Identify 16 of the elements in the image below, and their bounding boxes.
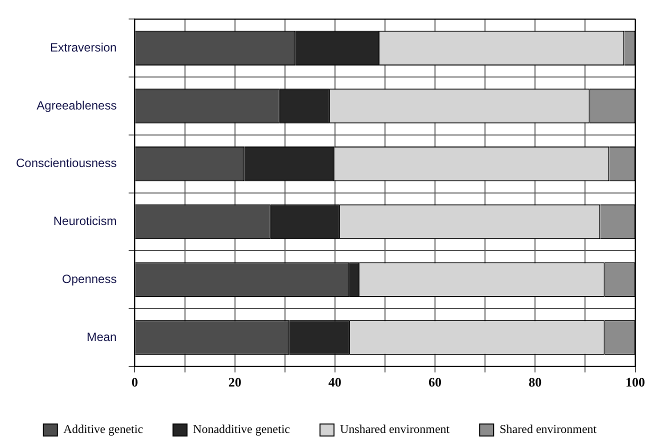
legend-label: Unshared environment (340, 422, 450, 436)
x-tick-label: 20 (228, 374, 242, 390)
y-tick-label: Openness (62, 272, 117, 286)
x-tick-label: 0 (131, 374, 138, 390)
x-tick-label: 60 (428, 374, 442, 390)
x-tick-label: 40 (328, 374, 342, 390)
legend-label: Shared environment (500, 422, 598, 436)
x-tick-label: 80 (528, 374, 542, 390)
x-tick-label: 100 (626, 374, 645, 390)
legend-label: Additive genetic (63, 422, 144, 436)
y-tick-label: Extraversion (50, 40, 117, 54)
legend-label: Nonadditive genetic (193, 422, 290, 436)
y-tick-label: Mean (86, 330, 117, 344)
y-tick-label: Neuroticism (53, 214, 117, 228)
y-tick-label: Conscientiousness (16, 156, 117, 170)
y-tick-label: Agreeableness (36, 98, 117, 112)
